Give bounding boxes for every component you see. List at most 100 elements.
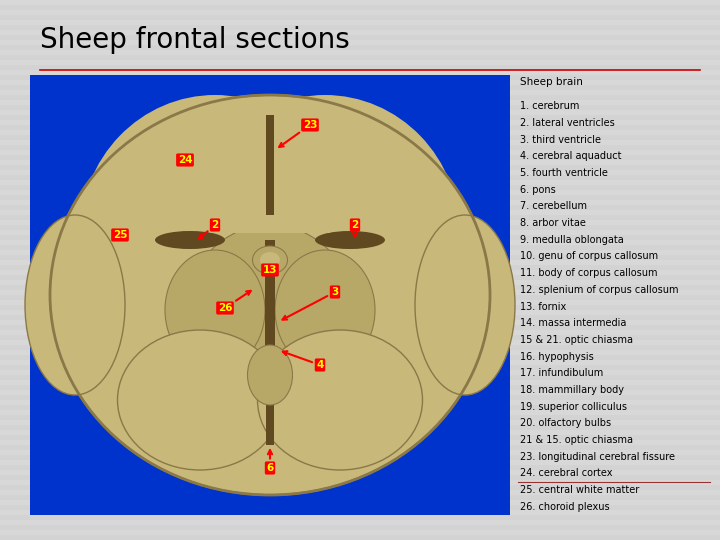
- Text: 25: 25: [113, 230, 127, 240]
- Text: 17. infundibulum: 17. infundibulum: [520, 368, 603, 378]
- Text: 12. splenium of corpus callosum: 12. splenium of corpus callosum: [520, 285, 678, 295]
- Bar: [0, 225, 720, 230]
- Bar: [0, 315, 720, 320]
- Bar: [0, 435, 720, 440]
- Bar: [0, 335, 720, 340]
- Text: 8. arbor vitae: 8. arbor vitae: [520, 218, 586, 228]
- Bar: [0, 475, 720, 480]
- Text: 3. third ventricle: 3. third ventricle: [520, 134, 601, 145]
- Bar: [0, 305, 720, 310]
- Bar: [0, 285, 720, 290]
- Text: 26: 26: [217, 291, 251, 313]
- Bar: [0, 135, 720, 140]
- Bar: [0, 465, 720, 470]
- Text: 3: 3: [282, 287, 338, 320]
- Bar: [0, 195, 720, 200]
- Bar: [0, 355, 720, 360]
- Ellipse shape: [190, 95, 460, 375]
- Ellipse shape: [248, 345, 292, 405]
- Ellipse shape: [258, 330, 423, 470]
- Bar: [0, 65, 720, 70]
- Text: 4: 4: [283, 351, 324, 370]
- Text: 20. olfactory bulbs: 20. olfactory bulbs: [520, 418, 611, 428]
- Ellipse shape: [80, 95, 350, 375]
- Bar: [30, 75, 510, 515]
- Bar: [210, 218, 330, 233]
- Bar: [0, 535, 720, 540]
- Bar: [0, 395, 720, 400]
- Text: 15 & 21. optic chiasma: 15 & 21. optic chiasma: [520, 335, 633, 345]
- Text: 13. fornix: 13. fornix: [520, 301, 566, 312]
- Ellipse shape: [185, 225, 355, 405]
- Text: 2: 2: [351, 220, 359, 237]
- Bar: [0, 245, 720, 250]
- Text: 19. superior colliculus: 19. superior colliculus: [520, 402, 627, 411]
- Bar: [0, 95, 720, 100]
- Bar: [0, 125, 720, 130]
- Text: 1. cerebrum: 1. cerebrum: [520, 102, 580, 111]
- Ellipse shape: [415, 215, 515, 395]
- Bar: [265, 240, 275, 350]
- Text: 6: 6: [266, 450, 274, 473]
- Bar: [0, 375, 720, 380]
- Bar: [0, 215, 720, 220]
- Text: 18. mammillary body: 18. mammillary body: [520, 385, 624, 395]
- Text: 16. hypophysis: 16. hypophysis: [520, 352, 594, 362]
- Bar: [266, 115, 274, 215]
- Bar: [0, 495, 720, 500]
- Text: Sheep brain: Sheep brain: [520, 77, 583, 87]
- Bar: [0, 145, 720, 150]
- Ellipse shape: [260, 252, 280, 268]
- Bar: [0, 105, 720, 110]
- Bar: [0, 265, 720, 270]
- Ellipse shape: [253, 246, 287, 274]
- Bar: [0, 385, 720, 390]
- Bar: [0, 295, 720, 300]
- Bar: [0, 25, 720, 30]
- Text: 6. pons: 6. pons: [520, 185, 556, 195]
- Bar: [0, 255, 720, 260]
- Bar: [0, 405, 720, 410]
- Bar: [0, 415, 720, 420]
- Text: 24: 24: [178, 155, 192, 165]
- Bar: [0, 485, 720, 490]
- Text: 9. medulla oblongata: 9. medulla oblongata: [520, 235, 624, 245]
- Bar: [0, 505, 720, 510]
- Bar: [0, 455, 720, 460]
- Text: 2: 2: [199, 220, 219, 239]
- Text: 26. choroid plexus: 26. choroid plexus: [520, 502, 610, 512]
- Ellipse shape: [117, 330, 282, 470]
- Bar: [0, 325, 720, 330]
- Bar: [0, 185, 720, 190]
- Bar: [0, 525, 720, 530]
- Text: 25. central white matter: 25. central white matter: [520, 485, 639, 495]
- Ellipse shape: [275, 250, 375, 370]
- Bar: [0, 445, 720, 450]
- Text: 24. cerebral cortex: 24. cerebral cortex: [520, 468, 613, 478]
- Ellipse shape: [25, 215, 125, 395]
- Text: 4. cerebral aquaduct: 4. cerebral aquaduct: [520, 151, 621, 161]
- Ellipse shape: [50, 95, 490, 495]
- Bar: [0, 345, 720, 350]
- Text: 11. body of corpus callosum: 11. body of corpus callosum: [520, 268, 657, 278]
- Bar: [0, 15, 720, 20]
- Text: 23. longitudinal cerebral fissure: 23. longitudinal cerebral fissure: [520, 451, 675, 462]
- Bar: [0, 205, 720, 210]
- Text: 23: 23: [279, 120, 318, 147]
- Bar: [0, 5, 720, 10]
- Ellipse shape: [155, 231, 225, 249]
- Ellipse shape: [315, 231, 385, 249]
- Bar: [0, 425, 720, 430]
- Bar: [0, 365, 720, 370]
- Text: 10. genu of corpus callosum: 10. genu of corpus callosum: [520, 252, 658, 261]
- Bar: [0, 155, 720, 160]
- Bar: [0, 85, 720, 90]
- Bar: [0, 275, 720, 280]
- Bar: [0, 515, 720, 520]
- Text: 21 & 15. optic chiasma: 21 & 15. optic chiasma: [520, 435, 633, 445]
- Text: 2. lateral ventricles: 2. lateral ventricles: [520, 118, 615, 128]
- Ellipse shape: [165, 250, 265, 370]
- Bar: [0, 35, 720, 40]
- Text: 5. fourth ventricle: 5. fourth ventricle: [520, 168, 608, 178]
- Text: 13: 13: [263, 265, 277, 275]
